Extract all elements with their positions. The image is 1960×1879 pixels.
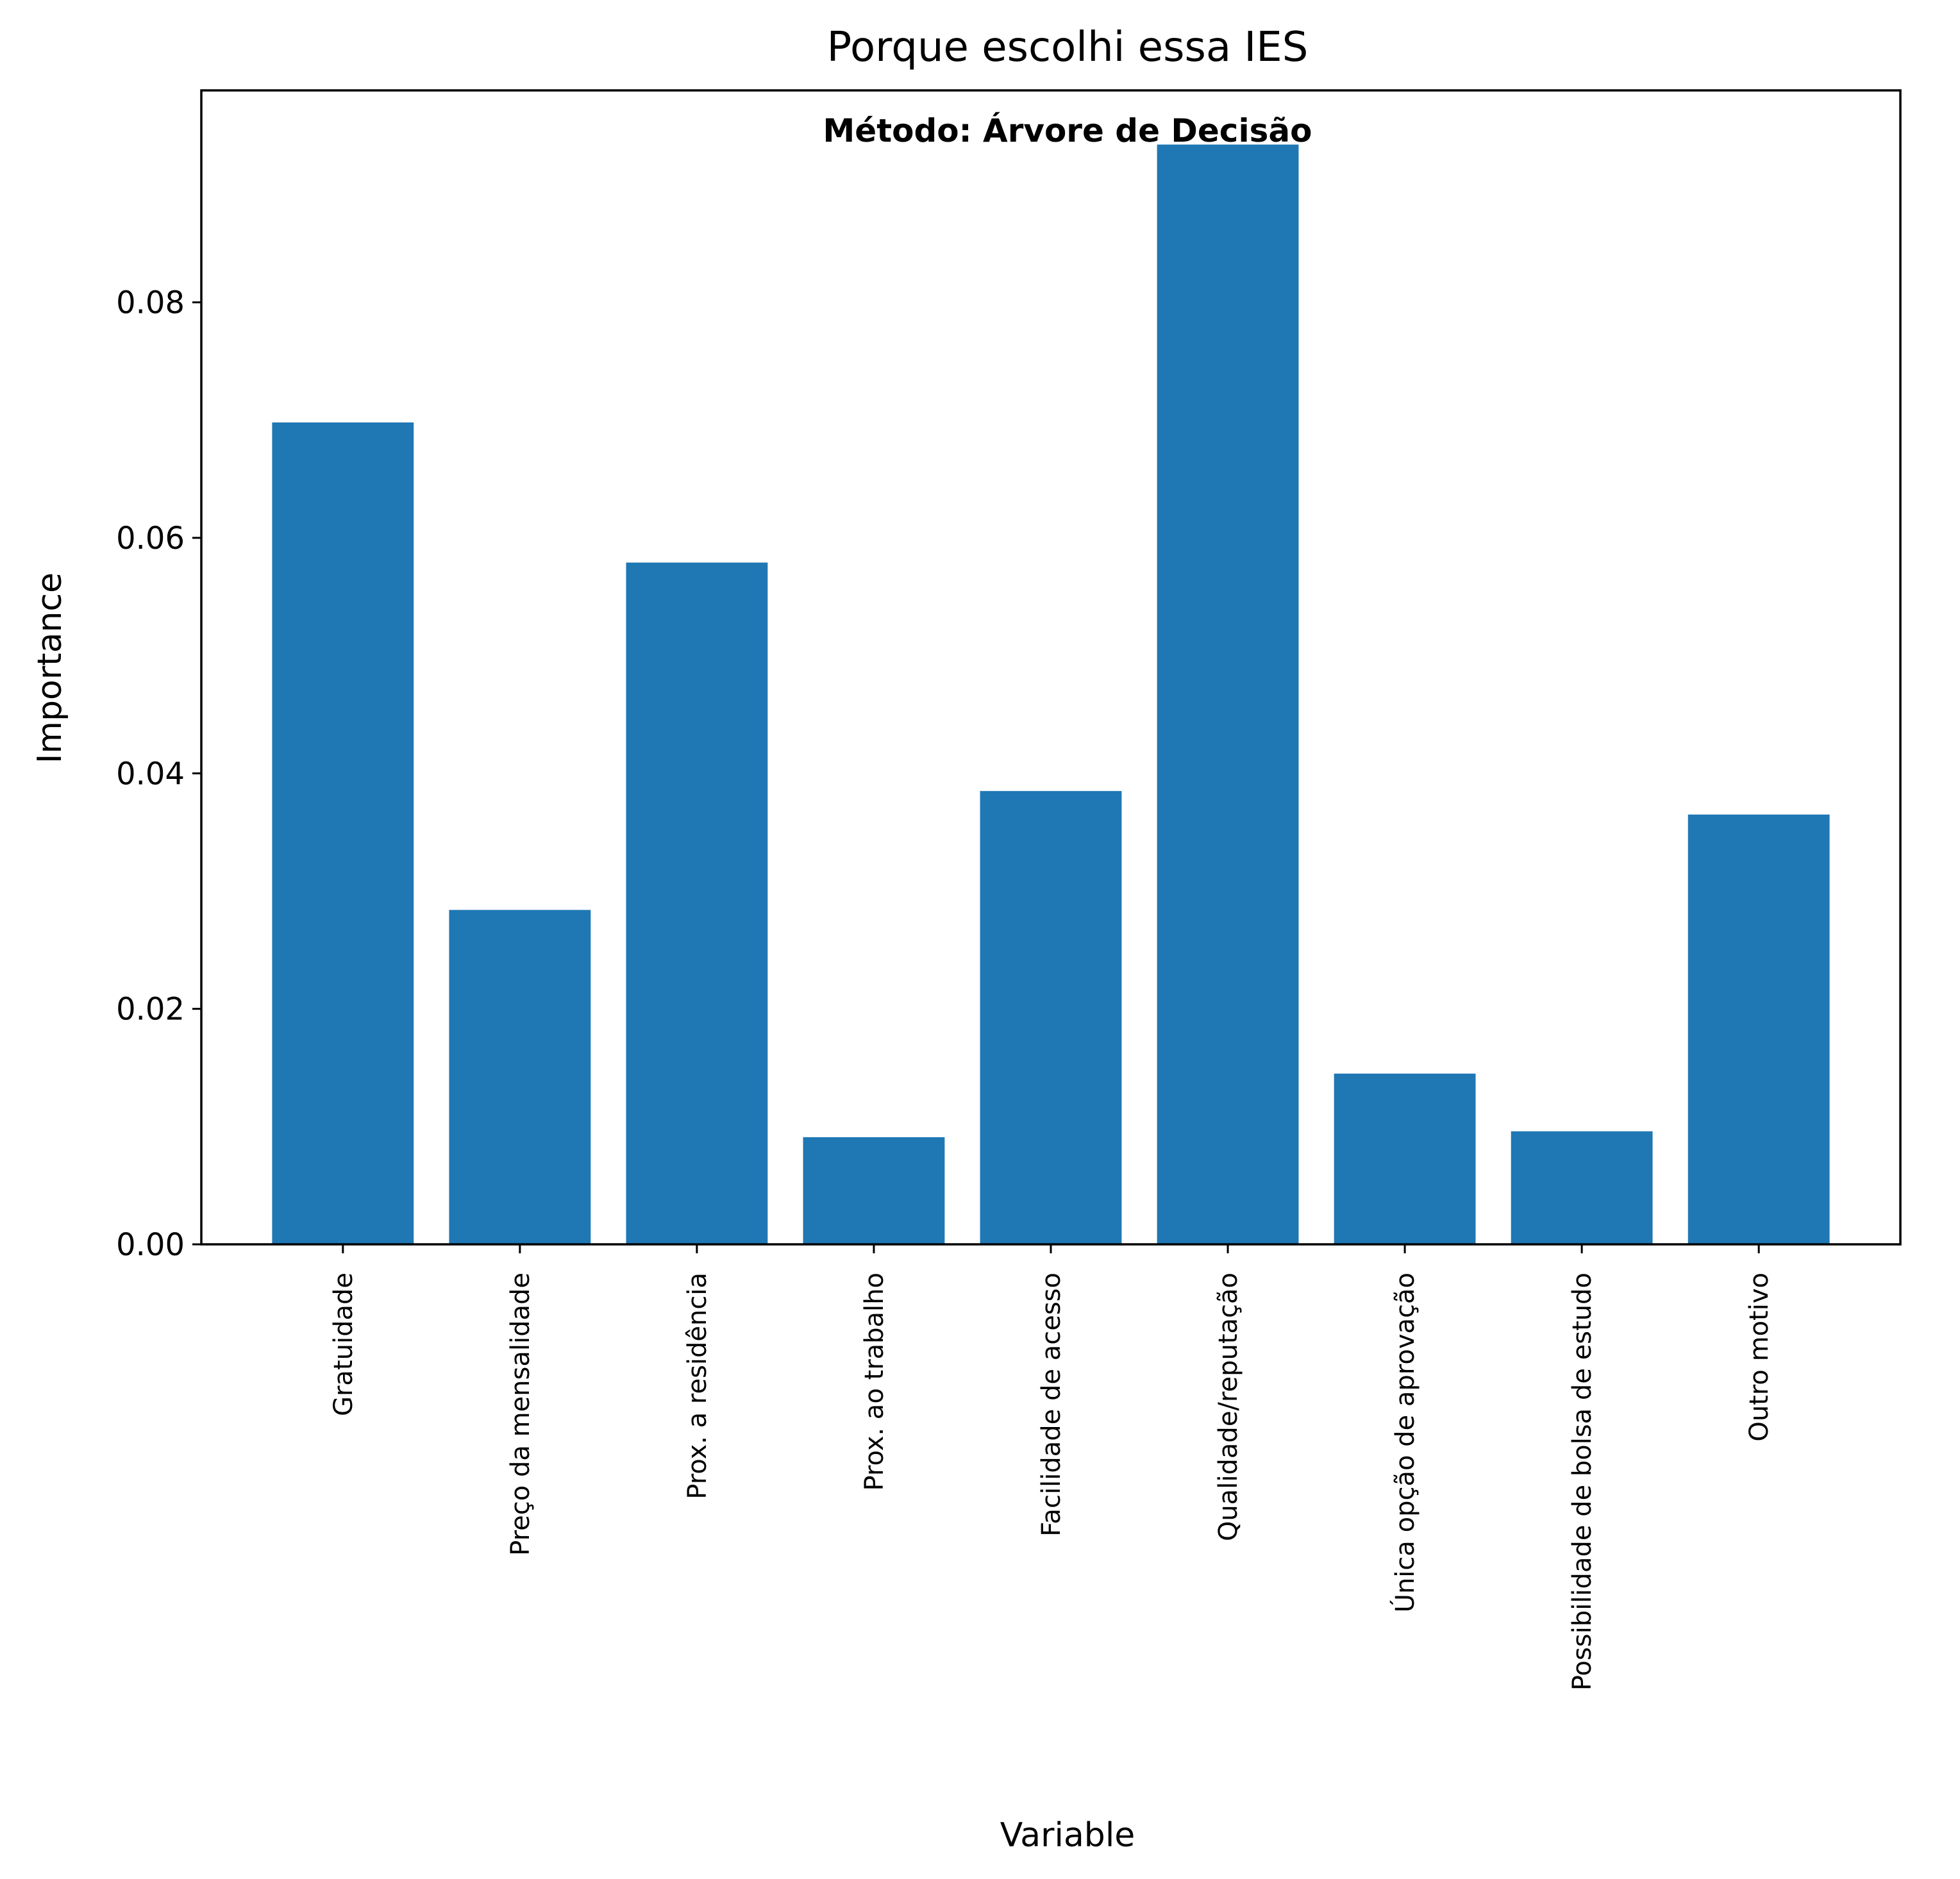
plot-area: 0.00 0.02 0.04 0.06 0.08 Gratuidade Preço da m… [116, 144, 1830, 1691]
x-tick-label: Gratuidade [329, 1273, 358, 1416]
bar-6 [1157, 144, 1299, 1245]
method-annotation: Método: Árvore de Decisão [823, 112, 1312, 149]
bar-8 [1511, 1131, 1653, 1244]
x-tick-label: Facilidade de acesso [1037, 1273, 1066, 1537]
bar-2 [449, 910, 591, 1244]
x-tick-label: Preço da mensalidade [506, 1273, 535, 1556]
x-tick-label: Qualidade/reputação [1214, 1273, 1243, 1541]
x-tick-label: Única opção de aprovação [1389, 1273, 1420, 1612]
x-axis-label: Variable [1000, 1816, 1135, 1855]
y-tick-label: 0.02 [116, 992, 185, 1028]
bar-7 [1334, 1073, 1476, 1244]
y-tick-label: 0.04 [116, 756, 185, 792]
bar-4 [803, 1137, 945, 1244]
bar-1 [272, 422, 414, 1244]
y-tick-label: 0.06 [116, 521, 185, 556]
bar-5 [980, 790, 1122, 1244]
y-tick-label: 0.00 [116, 1227, 185, 1263]
x-tick-label: Prox. ao trabalho [860, 1273, 889, 1491]
bar-3 [626, 562, 768, 1244]
x-tick-label: Prox. a residência [683, 1273, 712, 1499]
x-tick-label: Possibilidade de bolsa de estudo [1568, 1273, 1597, 1691]
y-axis-label: Importance [31, 572, 69, 764]
bar-9 [1688, 814, 1830, 1244]
axes-frame [200, 89, 1902, 1246]
chart-title: Porque escolhi essa IES [827, 24, 1309, 71]
y-tick-label: 0.08 [116, 285, 185, 321]
x-tick-label: Outro motivo [1745, 1273, 1774, 1442]
